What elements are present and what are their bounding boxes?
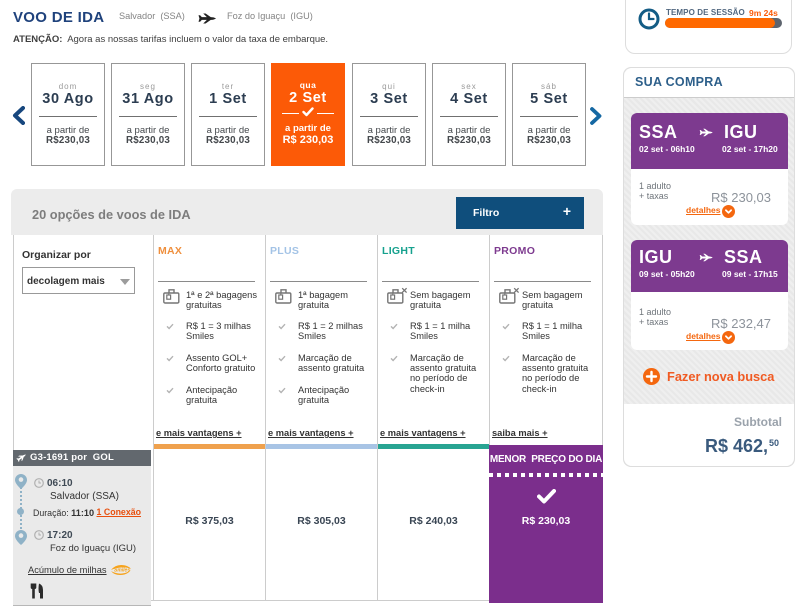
svg-text:Smiles: Smiles bbox=[114, 568, 130, 574]
